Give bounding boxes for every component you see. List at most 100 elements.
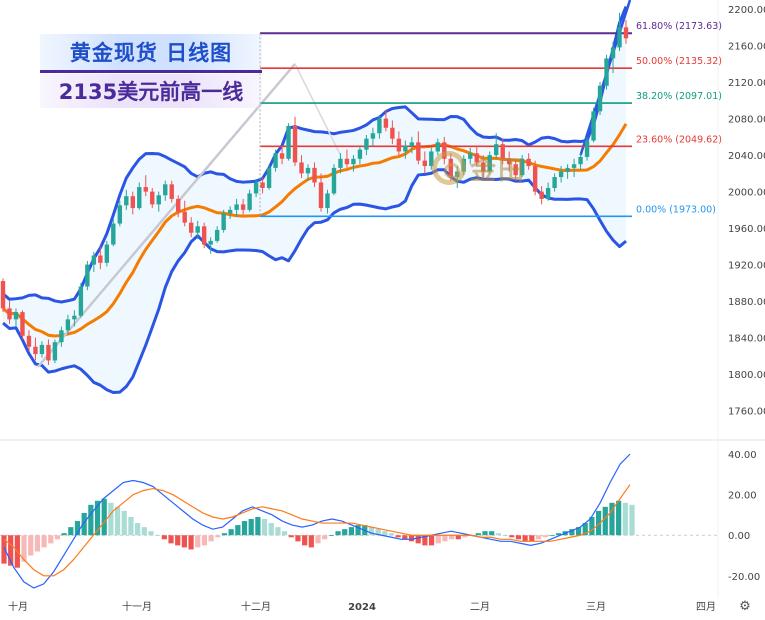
macd-histogram-bar	[502, 535, 508, 537]
macd-histogram-bar	[48, 535, 54, 544]
macd-histogram-bar	[295, 535, 301, 542]
upper-band-line	[2, 6, 628, 304]
macd-histogram-bar	[308, 535, 314, 548]
fib-level-label: 0.00% (1973.00)	[636, 204, 716, 215]
indicator-tick-label: 40.00	[728, 450, 757, 461]
band-fill	[3, 6, 626, 393]
macd-histogram-bar	[542, 535, 548, 538]
macd-histogram-bar	[261, 519, 268, 536]
macd-histogram-bar	[569, 529, 575, 536]
macd-histogram-bar	[148, 531, 154, 536]
macd-histogram-bar	[475, 533, 481, 536]
macd-histogram-bar	[529, 535, 535, 542]
candle-body	[604, 58, 609, 86]
candle-body	[364, 138, 369, 150]
candle-body	[20, 312, 25, 336]
macd-histogram-bar	[54, 535, 61, 540]
candle-body	[584, 140, 590, 157]
time-axis-label: 十二月	[241, 600, 271, 613]
time-axis-label: 二月	[470, 601, 490, 613]
macd-histogram-bar	[141, 527, 147, 536]
candle-body	[124, 196, 129, 206]
candle-body	[266, 167, 272, 188]
macd-histogram-bar	[555, 533, 562, 536]
macd-histogram-bar	[175, 535, 181, 546]
chart-title: 黄金现货 日线图	[40, 34, 262, 70]
macd-histogram-bar	[21, 535, 27, 562]
candle-body	[312, 167, 317, 183]
lower-band-line	[2, 168, 627, 395]
grid-layer	[0, 0, 765, 598]
candle-body	[26, 335, 32, 347]
candlestick-series	[0, 12, 629, 365]
candle-body	[396, 138, 402, 152]
fib-level-label: 61.80% (2173.63)	[636, 21, 722, 32]
indicator-tick-label: 20.00	[728, 491, 757, 502]
candle-body	[591, 111, 596, 141]
candle-body	[338, 158, 343, 168]
macd-histogram-bar	[629, 504, 635, 536]
price-axis: 2200.00 2160.00 2120.00 2080.00 2040.00 2000.…	[728, 5, 765, 583]
title-divider	[40, 70, 262, 73]
candle-body	[260, 182, 265, 188]
candle-body	[182, 211, 187, 223]
candle-body	[247, 193, 252, 210]
candle-body	[481, 162, 486, 172]
macd-histogram-bar	[489, 531, 495, 536]
candle-body	[487, 155, 492, 172]
candle-body	[150, 191, 155, 205]
chart-subtitle: 2135美元前高一线	[40, 74, 262, 108]
candle-body	[623, 27, 629, 39]
candle-body	[429, 151, 434, 167]
macd-histogram-bar	[368, 527, 375, 536]
price-tick-label: 1920.00	[728, 261, 765, 272]
macd-histogram-bar	[195, 535, 201, 548]
candle-body	[273, 153, 278, 168]
brand-watermark-text: 金田	[470, 155, 527, 186]
candle-body	[344, 158, 350, 165]
macd-histogram-bar	[94, 500, 101, 536]
candle-body	[370, 133, 376, 139]
macd-histogram-bar	[88, 504, 94, 536]
candle-body	[65, 319, 71, 331]
time-axis-label: 十月	[8, 600, 28, 613]
candle-body	[442, 142, 447, 159]
candle-body	[422, 160, 428, 167]
price-tick-label: 2000.00	[728, 188, 765, 199]
macd-histogram-bar	[375, 529, 381, 536]
macd-histogram-bar	[8, 535, 14, 566]
macd-histogram-bar	[428, 535, 435, 546]
macd-histogram-bar	[575, 527, 582, 536]
macd-histogram-bar	[121, 510, 127, 536]
macd-histogram-bar	[101, 498, 107, 536]
price-tick-label: 2120.00	[728, 78, 765, 89]
macd-histogram-bar	[68, 527, 74, 536]
candle-body	[227, 209, 233, 214]
candle-body	[234, 204, 239, 210]
macd-histogram-bar	[128, 516, 134, 536]
candle-body	[578, 156, 583, 165]
macd-histogram-bar	[455, 535, 461, 540]
macd-histogram-bar	[114, 506, 121, 536]
macd-histogram-bar	[435, 535, 441, 544]
price-tick-label: 1840.00	[728, 334, 765, 345]
candle-body	[188, 222, 194, 233]
macd-histogram-bar	[509, 535, 515, 538]
time-axis-label: 三月	[586, 601, 606, 613]
macd-histogram-bar	[74, 521, 81, 536]
macd-histogram-bar	[449, 535, 455, 540]
candle-body	[357, 149, 363, 159]
candle-body	[318, 182, 324, 209]
candle-body	[331, 167, 337, 194]
settings-gear-icon[interactable]: ⚙	[739, 599, 751, 614]
candle-body	[253, 182, 259, 194]
candle-body	[325, 193, 330, 209]
trend-line-down	[294, 63, 342, 156]
macd-histogram-bar	[589, 516, 595, 536]
macd-histogram-bar	[616, 500, 622, 536]
candle-body	[416, 142, 421, 161]
candle-body	[59, 330, 64, 343]
price-tick-label: 1800.00	[728, 370, 765, 381]
